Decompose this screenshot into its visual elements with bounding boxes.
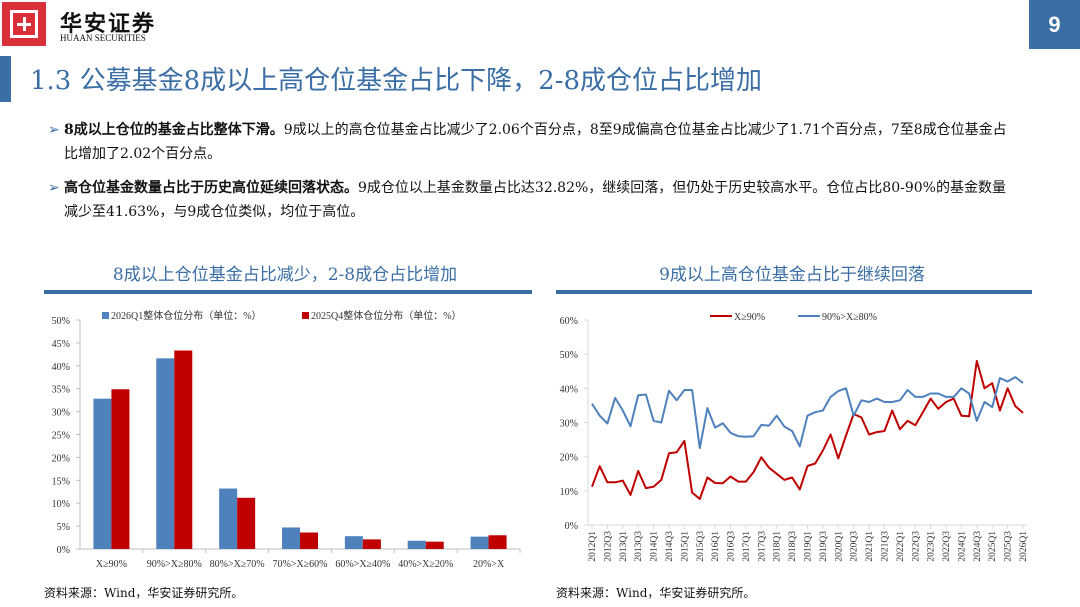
x-category-label: 60%>X≥40% xyxy=(335,559,390,570)
x-tick-label: 2022Q3 xyxy=(942,531,952,562)
bar xyxy=(219,488,238,549)
x-tick-label: 2012Q3 xyxy=(603,531,613,562)
x-category-label: 40%>X≥20% xyxy=(398,559,453,570)
y-tick-label: 40% xyxy=(52,362,70,373)
x-tick-label: 2025Q1 xyxy=(988,531,998,562)
x-tick-label: 2022Q1 xyxy=(896,531,906,562)
bar xyxy=(470,536,489,549)
arrow-bullet-icon: ➢ xyxy=(48,122,60,138)
y-tick-label: 30% xyxy=(52,408,70,419)
y-tick-label: 15% xyxy=(52,476,70,487)
x-tick-label: 2013Q3 xyxy=(634,531,644,562)
line-series xyxy=(591,376,1024,450)
x-tick-label: 2018Q3 xyxy=(788,531,798,562)
x-category-label: 70%>X≥60% xyxy=(272,559,327,570)
legend-label: 2026Q1整体仓位分布（单位：%） xyxy=(111,309,262,322)
y-tick-label: 30% xyxy=(560,419,578,430)
x-tick-label: 2017Q3 xyxy=(757,531,767,562)
title-accent-bar xyxy=(0,56,11,102)
x-tick-label: 2018Q1 xyxy=(773,531,783,562)
bullet-2-heading: 高仓位基金数量占比于历史高位延续回落状态。 xyxy=(64,180,358,196)
x-tick-label: 2020Q1 xyxy=(834,531,844,562)
bar xyxy=(93,398,112,549)
x-tick-label: 2019Q3 xyxy=(819,531,829,562)
y-tick-label: 5% xyxy=(57,522,70,533)
x-tick-label: 2026Q1 xyxy=(1019,531,1029,562)
x-tick-label: 2014Q1 xyxy=(650,531,660,562)
x-tick-label: 2015Q1 xyxy=(680,531,690,562)
bar xyxy=(407,540,426,549)
x-tick-label: 2014Q3 xyxy=(665,531,675,562)
company-logo xyxy=(2,2,46,46)
x-tick-label: 2012Q1 xyxy=(588,531,598,562)
bar xyxy=(300,532,318,549)
y-tick-label: 0% xyxy=(565,521,578,532)
x-tick-label: 2016Q1 xyxy=(711,531,721,562)
page-number: 9 xyxy=(1029,0,1080,49)
y-tick-label: 10% xyxy=(52,499,70,510)
x-category-label: X≥90% xyxy=(96,559,127,570)
x-tick-label: 2023Q1 xyxy=(927,531,937,562)
line-series xyxy=(591,360,1024,500)
x-category-label: 20%>X xyxy=(473,559,505,570)
page-title: 1.3 公募基金8成以上高仓位基金占比下降，2-8成仓位占比增加 xyxy=(30,66,763,96)
x-tick-label: 2021Q3 xyxy=(880,531,890,562)
x-tick-label: 2024Q3 xyxy=(973,531,983,562)
line-chart-divider xyxy=(556,290,1032,294)
x-tick-label: 2015Q3 xyxy=(696,531,706,562)
y-tick-label: 0% xyxy=(57,545,70,556)
bar xyxy=(156,358,175,549)
y-tick-label: 25% xyxy=(52,431,70,442)
x-tick-label: 2019Q1 xyxy=(804,531,814,562)
y-tick-label: 50% xyxy=(560,350,578,361)
bullet-point-1: ➢ 8成以上仓位的基金占比整体下滑。9成以上的高仓位基金占比减少了2.06个百分… xyxy=(48,118,1008,166)
bullet-point-2: ➢ 高仓位基金数量占比于历史高位延续回落状态。9成仓位以上基金数量占比达32.8… xyxy=(48,176,1008,224)
x-category-label: 80%>X≥70% xyxy=(210,559,265,570)
y-tick-label: 35% xyxy=(52,385,70,396)
x-tick-label: 2024Q1 xyxy=(957,531,967,562)
y-tick-label: 40% xyxy=(560,384,578,395)
y-tick-label: 50% xyxy=(52,316,70,327)
legend-label: 2025Q4整体仓位分布（单位：%） xyxy=(311,309,462,322)
arrow-bullet-icon: ➢ xyxy=(48,180,60,196)
legend-swatch xyxy=(102,312,109,319)
bar-chart: 0% 5% 10% 15% 20% 25% 30% 35% 40% 45% 50% X≥90% 90%>… xyxy=(52,309,521,570)
line-chart-title: 9成以上高仓位基金占比于继续回落 xyxy=(659,265,925,285)
bar-chart-source: 资料来源：Wind，华安证券研究所。 xyxy=(44,586,244,600)
bar xyxy=(425,541,444,549)
bar xyxy=(282,527,300,549)
legend-swatch xyxy=(302,312,309,319)
bar xyxy=(111,389,130,549)
x-tick-label: 2021Q1 xyxy=(865,531,875,562)
bullet-2-text: 9成仓位以上基金数量占比达32.82%，继续回落，但仍处于历史较高水平。仓位占比… xyxy=(64,180,1006,220)
bar xyxy=(174,350,193,549)
bar-chart-title: 8成以上仓位基金占比减少，2-8成仓占比增加 xyxy=(112,265,458,285)
line-chart: 0% 10% 20% 30% 40% 50% 60% 2012Q1 2012Q3 2013Q1 20… xyxy=(560,312,1029,562)
x-tick-label: 2022Q3 xyxy=(911,531,921,562)
x-category-label: 90%>X≥80% xyxy=(147,559,202,570)
x-tick-label: 2013Q1 xyxy=(619,531,629,562)
y-tick-label: 20% xyxy=(560,453,578,464)
brand-name-cn: 华安证券 xyxy=(60,11,157,37)
x-tick-label: 2025Q3 xyxy=(1004,531,1014,562)
legend-label: X≥90% xyxy=(734,312,765,323)
bullet-1-text: 9成以上的高仓位基金占比减少了2.06个百分点，8至9成偏高仓位基金占比减少了1… xyxy=(64,122,1007,162)
y-tick-label: 10% xyxy=(560,487,578,498)
y-tick-label: 60% xyxy=(560,316,578,327)
bar xyxy=(344,536,363,549)
x-tick-label: 2017Q1 xyxy=(742,531,752,562)
bar xyxy=(488,535,507,549)
bar xyxy=(362,539,381,549)
x-tick-label: 2020Q3 xyxy=(850,531,860,562)
bar-chart-divider xyxy=(44,290,532,294)
x-tick-label: 2016Q3 xyxy=(727,531,737,562)
y-tick-label: 45% xyxy=(52,339,70,350)
bullet-1-heading: 8成以上仓位的基金占比整体下滑。 xyxy=(64,122,284,138)
brand-name-en: HUAAN SECURITIES xyxy=(60,33,146,43)
legend-label: 90%>X≥80% xyxy=(822,312,877,323)
line-chart-source: 资料来源：Wind，华安证券研究所。 xyxy=(556,586,756,600)
y-tick-label: 20% xyxy=(52,453,70,464)
bar xyxy=(237,497,256,549)
